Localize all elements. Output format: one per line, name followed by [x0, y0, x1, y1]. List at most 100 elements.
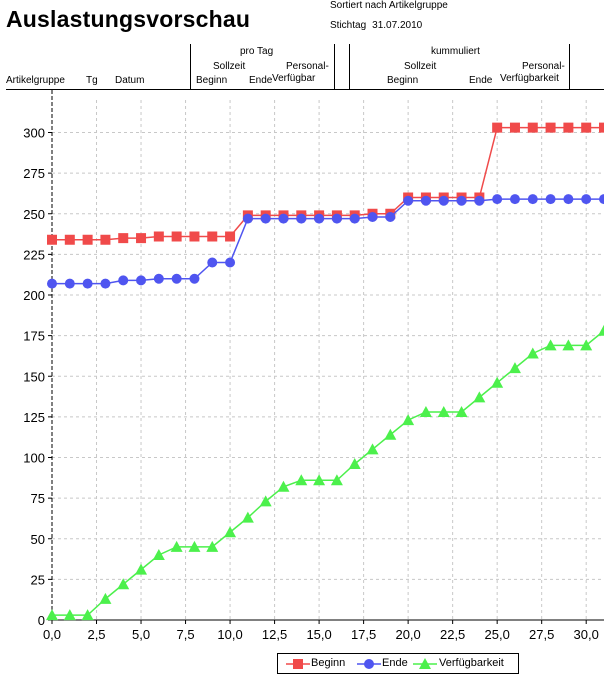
x-tick-label: 7,5: [177, 627, 195, 642]
y-tick-label: 300: [23, 126, 45, 141]
series-line-beginn: [52, 126, 604, 241]
y-tick-label: 100: [23, 451, 45, 466]
chart-legend: Beginn Ende Verfügbarkeit: [277, 653, 519, 674]
point-beginn: [545, 122, 556, 133]
point-ende: [153, 273, 164, 284]
point-ende: [118, 275, 129, 286]
x-tick-label: 17,5: [351, 627, 376, 642]
point-ende: [474, 195, 485, 206]
utilization-chart: 0 25 50 75 100 125 150 175 200 225 250 275 300 0,0 2,5…: [23, 90, 604, 642]
col-tg: Tg: [86, 75, 98, 86]
point-ende: [189, 273, 200, 284]
point-verfuegbarkeit: [348, 458, 361, 469]
y-tick-label: 125: [23, 410, 45, 425]
point-ende: [563, 194, 574, 205]
point-verfuegbarkeit: [224, 526, 237, 538]
point-ende: [225, 257, 236, 268]
point-verfuegbarkeit: [135, 563, 148, 575]
y-tick-label: 0: [38, 613, 45, 628]
legend-marker-ende: [364, 659, 374, 669]
point-ende: [527, 194, 538, 205]
point-verfuegbarkeit: [562, 339, 575, 351]
point-verfuegbarkeit: [473, 391, 486, 403]
point-beginn: [563, 122, 574, 133]
point-beginn: [492, 122, 503, 133]
y-tick-label: 150: [23, 369, 45, 384]
point-verfuegbarkeit: [277, 480, 290, 492]
point-verfuegbarkeit: [241, 511, 254, 523]
point-ende: [100, 278, 111, 289]
col-artikelgruppe: Artikelgruppe: [6, 75, 65, 86]
point-verfuegbarkeit: [188, 540, 201, 552]
y-tick-label: 25: [31, 572, 45, 587]
point-verfuegbarkeit: [99, 592, 112, 604]
report-title: Auslastungsvorschau: [6, 6, 251, 32]
legend-label-ende: Ende: [382, 657, 408, 669]
point-verfuegbarkeit: [419, 406, 432, 417]
point-ende: [64, 278, 75, 289]
point-verfuegbarkeit: [152, 549, 165, 560]
x-tick-label: 20,0: [395, 627, 420, 642]
point-verfuegbarkeit: [508, 362, 521, 374]
point-verfuegbarkeit: [330, 474, 343, 486]
point-beginn: [153, 231, 164, 242]
point-ende: [242, 213, 253, 224]
stichtag-date: 31.07.2010: [372, 20, 423, 31]
group-kummuliert: kummuliert: [431, 46, 480, 57]
point-ende: [403, 195, 414, 206]
point-beginn: [100, 234, 111, 245]
col-kumm-beginn: Beginn: [387, 75, 419, 86]
point-verfuegbarkeit: [81, 609, 94, 621]
stichtag-label: Stichtag: [330, 20, 367, 31]
y-tick-label: 225: [23, 247, 45, 262]
point-ende: [136, 275, 147, 286]
header-divider: [190, 44, 191, 90]
point-verfuegbarkeit: [46, 609, 58, 621]
stichtag-line: Stichtag 31.07.2010: [330, 20, 422, 31]
x-tick-label: 15,0: [306, 627, 331, 642]
point-verfuegbarkeit: [313, 474, 326, 486]
col-pro-tag-verfuegbar: Verfügbar: [272, 73, 316, 84]
point-ende: [545, 194, 556, 205]
point-ende: [82, 278, 93, 289]
x-tick-label: 10,0: [217, 627, 242, 642]
point-ende: [581, 194, 592, 205]
series-line-verfuegbarkeit: [52, 330, 604, 616]
point-ende: [314, 213, 325, 224]
point-beginn: [189, 231, 200, 242]
point-verfuegbarkeit: [580, 339, 593, 351]
point-verfuegbarkeit: [491, 376, 504, 388]
x-tick-label: 25,0: [485, 627, 510, 642]
point-ende: [456, 195, 467, 206]
point-beginn: [171, 231, 182, 242]
point-ende: [349, 213, 360, 224]
point-ende: [385, 212, 396, 222]
point-beginn: [136, 233, 147, 244]
col-kumm-personal: Personal-: [522, 61, 565, 72]
point-beginn: [509, 122, 520, 133]
point-verfuegbarkeit: [402, 414, 415, 426]
point-verfuegbarkeit: [63, 609, 76, 621]
legend-markers: [286, 658, 437, 669]
point-verfuegbarkeit: [170, 540, 183, 552]
point-verfuegbarkeit: [544, 339, 557, 351]
header-divider: [334, 44, 335, 90]
point-beginn: [82, 234, 93, 245]
point-ende: [207, 257, 218, 268]
x-tick-label: 12,5: [262, 627, 287, 642]
point-ende: [509, 194, 520, 205]
series-line-ende: [52, 198, 604, 285]
point-verfuegbarkeit: [437, 406, 450, 417]
point-ende: [171, 273, 182, 284]
point-ende: [47, 278, 57, 289]
col-datum: Datum: [115, 75, 145, 86]
point-beginn: [64, 234, 75, 245]
point-ende: [331, 213, 342, 224]
legend-marker-verfuegbarkeit: [419, 658, 431, 669]
header-underline: [6, 89, 604, 90]
point-beginn: [207, 231, 218, 242]
y-tick-label: 250: [23, 207, 45, 222]
point-verfuegbarkeit: [455, 406, 468, 417]
sort-info: Sortiert nach Artikelgruppe: [330, 0, 448, 11]
y-tick-label: 200: [23, 288, 45, 303]
